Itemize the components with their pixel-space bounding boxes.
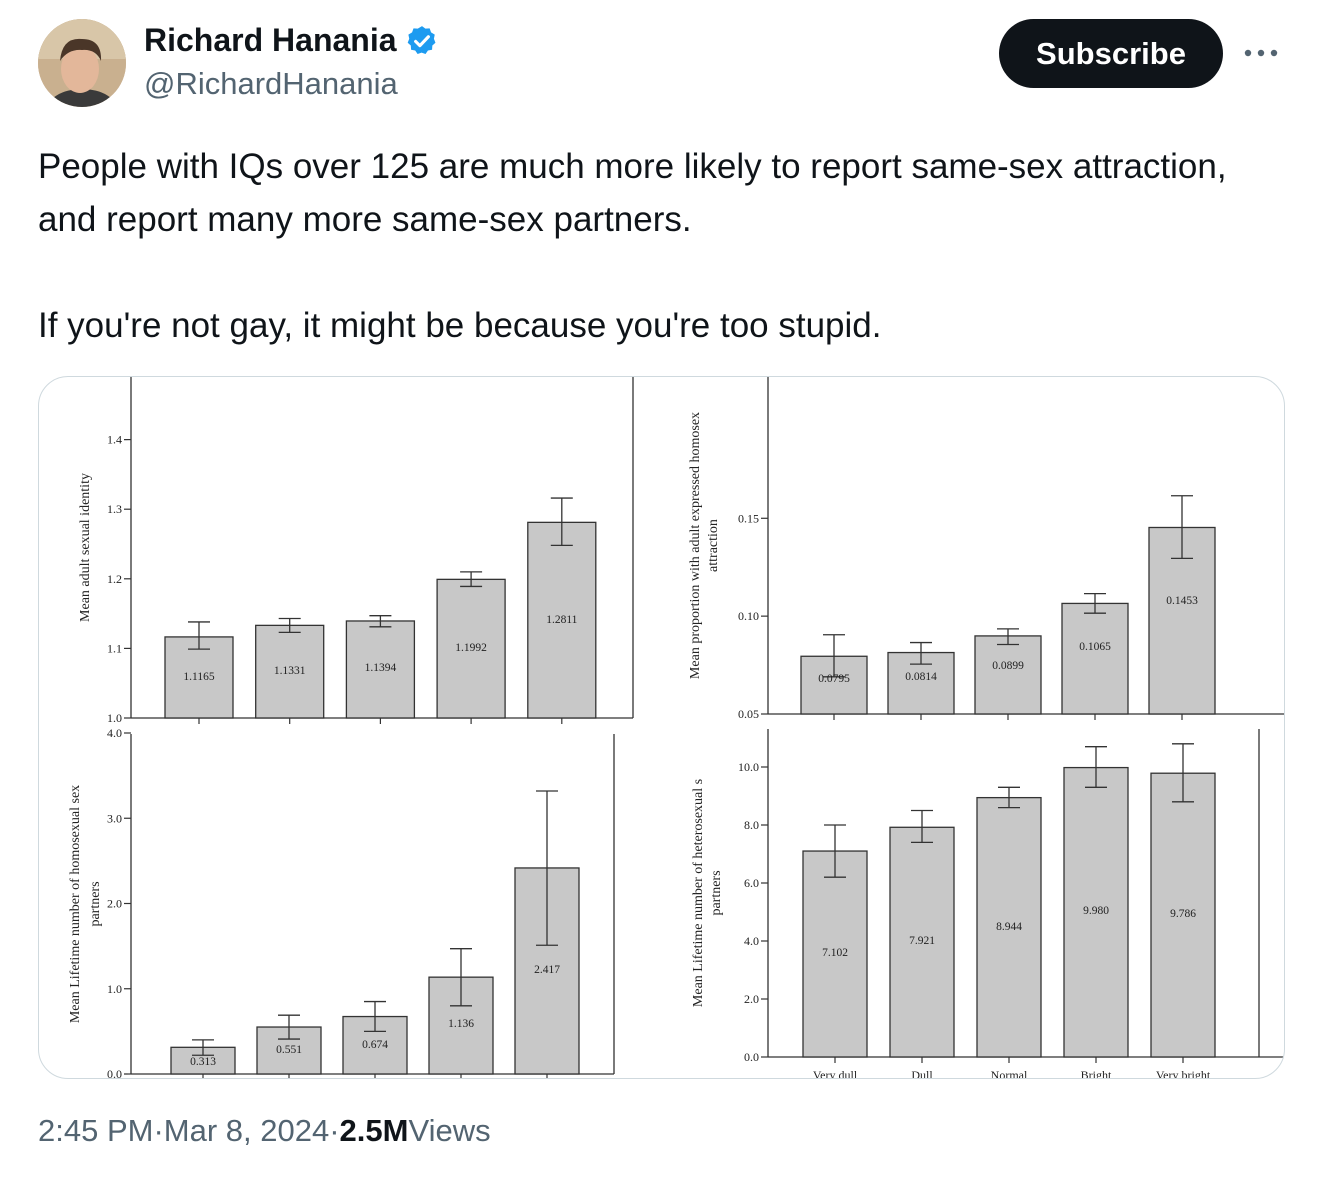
- y-tick-label: 0.0: [107, 1067, 122, 1078]
- y-tick-label: 0.15: [738, 511, 759, 525]
- tweet-date[interactable]: Mar 8, 2024: [163, 1113, 330, 1148]
- tweet-paragraph: If you're not gay, it might be because y…: [38, 306, 882, 345]
- bar: [974, 635, 1042, 715]
- bar: [889, 826, 955, 1058]
- bar: [527, 521, 597, 719]
- y-axis-label: Mean Lifetime number of heterosexual s: [691, 779, 706, 1007]
- avatar-image: [38, 19, 126, 107]
- y-tick-label: 8.0: [744, 818, 759, 832]
- separator: ·: [329, 1113, 340, 1148]
- x-tick-label: Very dull: [813, 1068, 858, 1078]
- y-tick-label: 1.2: [107, 572, 122, 586]
- data-label: 0.1065: [1079, 641, 1111, 653]
- subscribe-button[interactable]: Subscribe: [999, 19, 1223, 88]
- tweet-time[interactable]: 2:45 PM: [38, 1113, 154, 1148]
- data-label: 1.1165: [183, 671, 214, 683]
- views-count: 2.5M: [339, 1113, 409, 1148]
- y-tick-label: 0.0: [744, 1050, 759, 1064]
- y-tick-label: 0.10: [738, 609, 759, 623]
- bar: [1061, 602, 1129, 715]
- tweet-text: People with IQs over 125 are much more l…: [38, 140, 1288, 352]
- data-label: 0.551: [276, 1044, 302, 1056]
- y-tick-label: 1.0: [107, 711, 122, 725]
- y-tick-label: 3.0: [107, 811, 122, 825]
- bar: [976, 796, 1042, 1058]
- data-label: 0.1453: [1166, 595, 1198, 607]
- y-axis-label: attraction: [706, 519, 721, 572]
- data-label: 8.944: [996, 921, 1022, 933]
- y-axis-label: partners: [709, 870, 724, 915]
- data-label: 0.0814: [905, 671, 937, 683]
- y-tick-label: 6.0: [744, 876, 759, 890]
- person-avatar[interactable]: [38, 19, 126, 107]
- data-label: 2.417: [534, 964, 560, 976]
- y-tick-label: 4.0: [107, 726, 122, 740]
- data-label: 1.136: [448, 1018, 474, 1030]
- verified-badge-icon: [407, 25, 435, 54]
- data-label: 1.1992: [455, 642, 487, 654]
- x-tick-label: Dull: [911, 1068, 933, 1078]
- bar: [1150, 772, 1216, 1058]
- y-axis-label: partners: [88, 881, 103, 926]
- y-axis-label: Mean proportion with adult expressed hom…: [688, 412, 703, 679]
- y-tick-label: 0.05: [738, 707, 759, 721]
- tweet-metadata: 2:45 PM · Mar 8, 2024 · 2.5M Views: [38, 1113, 491, 1149]
- y-tick-label: 1.4: [107, 433, 122, 447]
- tweet-image[interactable]: 1.0 1.1 1.2 1.3 1.4 Mean adult sexual identit…: [38, 376, 1285, 1079]
- data-label: 9.980: [1083, 905, 1109, 917]
- data-label: 0.0899: [992, 660, 1024, 672]
- data-label: 7.921: [909, 935, 935, 947]
- y-tick-label: 1.1: [107, 641, 122, 655]
- more-horizontal-icon[interactable]: [1241, 38, 1281, 68]
- data-label: 7.102: [822, 947, 848, 959]
- y-axis-label: Mean adult sexual identity: [78, 473, 93, 622]
- y-tick-label: 4.0: [744, 934, 759, 948]
- x-tick-label: Normal: [991, 1068, 1028, 1078]
- y-tick-label: 1.0: [107, 982, 122, 996]
- bar: [1063, 766, 1129, 1058]
- y-tick-label: 2.0: [107, 897, 122, 911]
- data-label: 1.1394: [365, 662, 397, 674]
- views-label: Views: [408, 1113, 491, 1148]
- author-name[interactable]: Richard Hanania: [144, 22, 397, 58]
- y-axis-label: Mean Lifetime number of homosexual sex: [68, 785, 83, 1023]
- data-label: 1.2811: [546, 614, 577, 626]
- separator: ·: [153, 1113, 164, 1148]
- data-label: 0.674: [362, 1039, 388, 1051]
- author-handle[interactable]: @RichardHanania: [144, 66, 398, 101]
- y-tick-label: 2.0: [744, 992, 759, 1006]
- chart-figure: 1.0 1.1 1.2 1.3 1.4 Mean adult sexual identit…: [68, 377, 1284, 1078]
- y-tick-label: 10.0: [738, 760, 759, 774]
- data-label: 9.786: [1170, 908, 1196, 920]
- data-label: 0.313: [190, 1056, 216, 1068]
- data-label: 0.0795: [818, 673, 850, 685]
- tweet-paragraph: People with IQs over 125 are much more l…: [38, 147, 1227, 239]
- bar: [255, 624, 325, 719]
- y-tick-label: 1.3: [107, 502, 122, 516]
- x-tick-label: Very bright: [1156, 1068, 1211, 1078]
- data-label: 1.1331: [274, 665, 306, 677]
- x-tick-label: Bright: [1081, 1068, 1112, 1078]
- bar: [436, 578, 506, 719]
